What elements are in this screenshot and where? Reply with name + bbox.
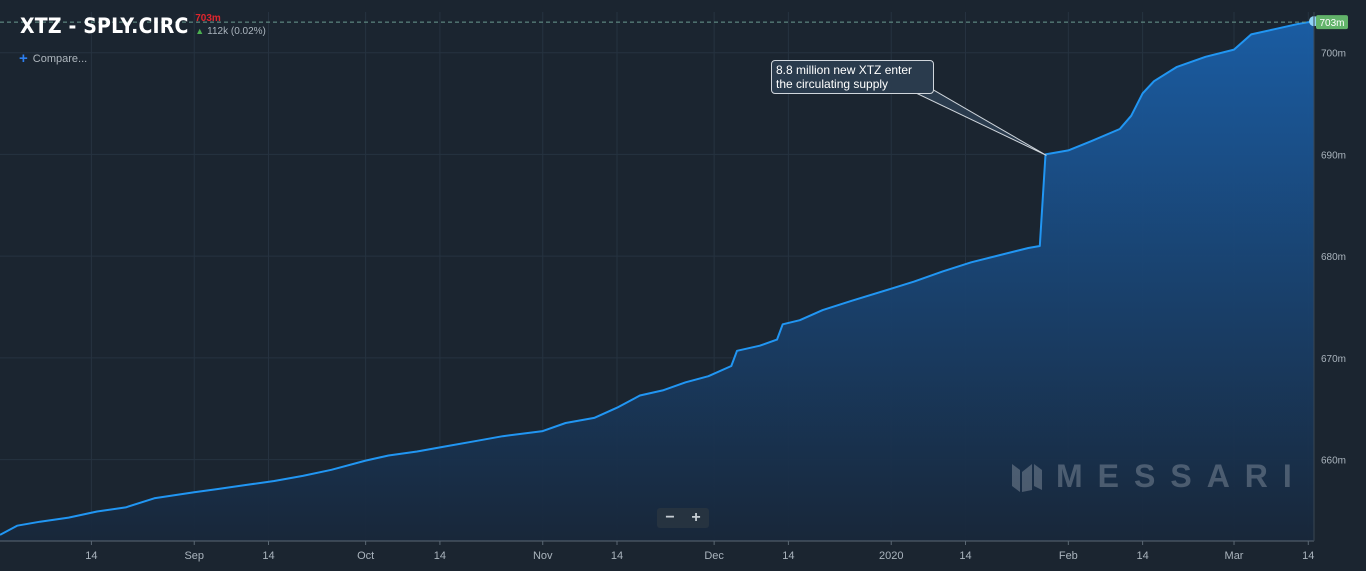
x-tick-label: 2020 [879,550,903,562]
axis-layer: 660m 670m 680m 690m 700m 14 Sep 14 Oct 14 Nov 14 Dec… [0,12,1348,562]
y-tick-label: 700m [1321,49,1346,60]
x-tick-label: Oct [357,550,374,562]
x-tick-label: 14 [782,550,794,562]
x-tick-label: 14 [959,550,971,562]
chart-header: XTZ - SPLY.CIRC 703m ▲ 112k (0.02%) [20,12,266,40]
compare-button[interactable]: + Compare... [19,50,88,67]
messari-watermark: MESSARI [1010,458,1307,495]
annotation-pointer [916,87,1047,156]
x-tick-label: Dec [704,550,724,562]
zoom-controls: − + [657,508,709,528]
y-tick-label: 670m [1321,354,1346,365]
watermark-text: MESSARI [1056,458,1307,494]
up-arrow-icon: ▲ [195,26,205,36]
y-tick-label: 680m [1321,252,1346,263]
x-tick-label: 14 [1302,550,1314,562]
change-value: 112k (0.02%) [207,26,266,37]
x-tick-label: Mar [1225,550,1244,562]
x-tick-label: Nov [533,550,553,562]
x-tick-label: 14 [611,550,623,562]
y-tick-label: 660m [1321,456,1346,467]
x-tick-label: 14 [1136,550,1148,562]
zoom-out-button[interactable]: − [665,509,675,526]
zoom-in-button[interactable]: + [691,509,701,526]
plus-icon: + [19,50,28,67]
x-tick-label: 14 [262,550,274,562]
x-tick-label: 14 [85,550,97,562]
last-value-badge-label: 703m [1319,18,1344,29]
last-value-badge [1316,15,1348,30]
x-tick-label: 14 [434,550,446,562]
chart-title: XTZ - SPLY.CIRC [20,14,189,38]
x-tick-label: Feb [1059,550,1078,562]
change-stat: ▲ 112k (0.02%) [195,25,266,38]
series-area [0,21,1314,541]
messari-logo-icon [1012,463,1042,492]
last-value: 703m [195,13,221,24]
annotation-callout: 8.8 million new XTZ enter the circulatin… [771,60,934,94]
series-line [0,20,1315,536]
y-tick-label: 690m [1321,150,1346,161]
x-tick-label: Sep [184,550,204,562]
compare-label: Compare... [32,53,88,65]
header-stats: 703m ▲ 112k (0.02%) [195,12,266,38]
